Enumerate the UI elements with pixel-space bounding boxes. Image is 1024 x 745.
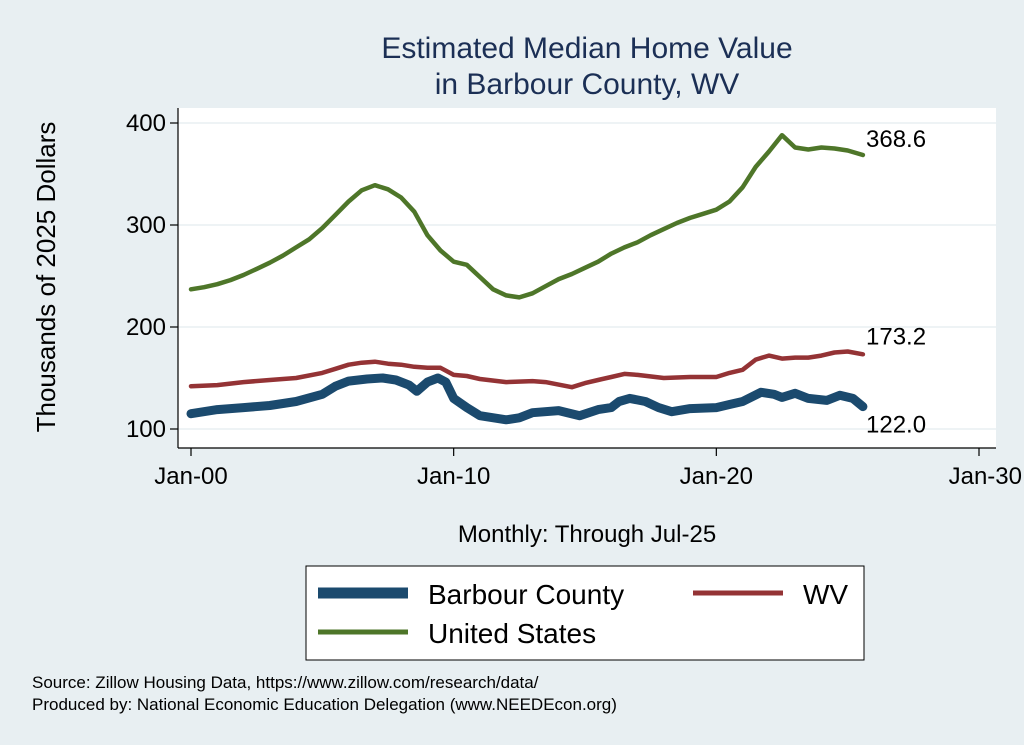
x-tick-labels: Jan-00 Jan-10 Jan-20 Jan-30 (154, 463, 1022, 490)
end-label-wv: 173.2 (866, 323, 926, 350)
y-axis-title: Thousands of 2025 Dollars (31, 122, 61, 433)
x-tick-label: Jan-20 (680, 463, 753, 490)
y-tick-label: 300 (126, 212, 166, 239)
end-labels: 122.0 173.2 368.6 (866, 126, 926, 439)
x-axis-title: Monthly: Through Jul-25 (458, 521, 716, 548)
line-wv (188, 349, 866, 390)
plot-area (178, 108, 996, 448)
legend-label-wv: WV (803, 579, 848, 610)
end-label-barbour-county: 122.0 (866, 412, 926, 439)
legend-box (305, 565, 865, 661)
x-tick-label: Jan-00 (154, 463, 227, 490)
line-barbour-county (186, 373, 868, 425)
y-tick-label: 200 (126, 314, 166, 341)
legend-label-barbour-county: Barbour County (428, 579, 624, 610)
y-tick-label: 100 (126, 416, 166, 443)
produced-by-note: Produced by: National Economic Education… (32, 695, 617, 714)
legend: Barbour County WV United States (305, 565, 865, 661)
y-tick-labels: 100 200 300 400 (126, 110, 166, 443)
y-tick-label: 400 (126, 110, 166, 137)
gridlines (178, 122, 996, 430)
source-note: Source: Zillow Housing Data, https://www… (32, 673, 539, 692)
axes (170, 108, 996, 456)
end-label-united-states: 368.6 (866, 126, 926, 153)
line-united-states (188, 132, 866, 300)
chart-title-line-2: in Barbour County, WV (435, 68, 740, 101)
legend-label-united-states: United States (428, 618, 596, 649)
chart-title-line-1: Estimated Median Home Value (381, 32, 792, 65)
x-tick-label: Jan-30 (949, 463, 1022, 490)
x-tick-label: Jan-10 (417, 463, 490, 490)
series-lines (186, 132, 868, 425)
